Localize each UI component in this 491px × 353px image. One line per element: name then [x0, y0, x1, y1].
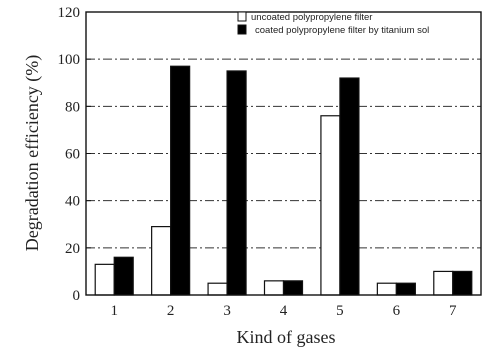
bar-uncoated-5: [320, 115, 341, 296]
bar-uncoated-6: [376, 282, 397, 296]
bar-uncoated-4: [263, 280, 285, 296]
bar-coated-4: [282, 280, 304, 296]
legend-label: uncoated polypropylene filter: [251, 12, 372, 23]
gridlines: [86, 58, 481, 249]
bar-coated-6: [395, 282, 416, 296]
x-tick-label: 7: [449, 303, 457, 319]
bar-coated-3: [226, 70, 247, 296]
y-tick-label: 80: [65, 99, 80, 115]
x-tick-label: 1: [110, 303, 118, 319]
x-axis-ticks: 1 2 3 4 5 6 7: [110, 303, 457, 319]
x-axis-title: Kind of gases: [237, 327, 336, 347]
bar-uncoated-7: [433, 270, 454, 296]
y-tick-label: 120: [58, 5, 81, 21]
y-axis-title: Degradation efficiency (%): [22, 55, 43, 252]
y-tick-label: 100: [58, 52, 81, 68]
x-tick-label: 3: [223, 303, 231, 319]
x-tick-label: 2: [167, 303, 175, 319]
y-tick-label: 0: [73, 288, 81, 304]
bar-coated-7: [452, 270, 473, 296]
bar-coated-1: [113, 256, 134, 296]
bar-uncoated-3: [207, 282, 228, 296]
y-axis-ticks: 0 20 40 60 80 100 120: [58, 5, 91, 304]
bar-coated-2: [170, 65, 191, 296]
legend-label: coated polypropylene filter by titanium …: [255, 25, 429, 36]
y-tick-label: 40: [65, 194, 80, 210]
legend-swatch-coated: [237, 24, 247, 35]
bars: [94, 65, 473, 296]
legend-swatch-uncoated: [237, 11, 247, 22]
x-tick-label: 6: [393, 303, 401, 319]
x-tick-label: 4: [280, 303, 288, 319]
x-tick-label: 5: [336, 303, 344, 319]
y-tick-label: 60: [65, 147, 80, 163]
bar-uncoated-2: [151, 226, 172, 296]
y-tick-label: 20: [65, 241, 80, 257]
bar-uncoated-1: [94, 263, 115, 296]
legend: uncoated polypropylene filter coated poly…: [237, 11, 429, 36]
bar-coated-5: [339, 77, 360, 296]
